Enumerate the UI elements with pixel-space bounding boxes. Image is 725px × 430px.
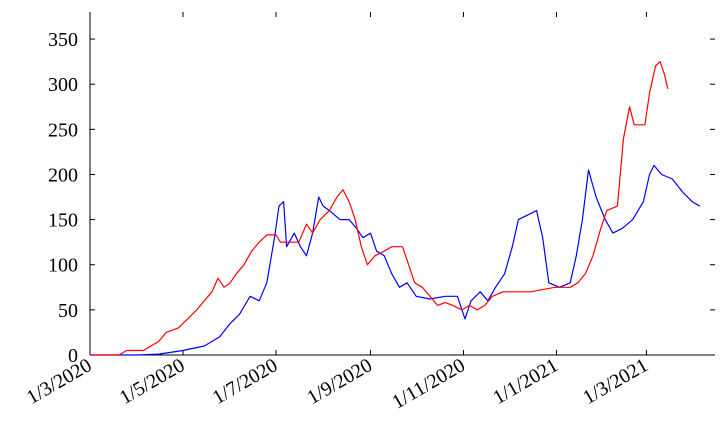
axes (89, 12, 715, 356)
x-tick-label: 1/1/2021 (489, 354, 562, 409)
y-tick-label: 250 (48, 119, 78, 141)
y-tick-label: 0 (68, 345, 78, 367)
x-tick-label: 1/5/2020 (116, 354, 189, 409)
y-tick-label: 100 (48, 255, 78, 277)
x-tick-label: 1/11/2020 (388, 354, 469, 413)
y-tick-label: 300 (48, 74, 78, 96)
y-tick-labels: 0 50 100 150 200 250 300 350 (48, 29, 78, 367)
y-tick-label: 150 (48, 210, 78, 232)
y-tick-label: 50 (58, 300, 78, 322)
x-tick-label: 1/3/2020 (23, 354, 96, 409)
series-line-red (90, 61, 669, 356)
y-tick-label: 350 (48, 29, 78, 51)
y-tick-label: 200 (48, 164, 78, 186)
x-tick-label: 1/7/2020 (209, 354, 282, 409)
series-layer (90, 61, 701, 356)
x-tick-label: 1/3/2021 (579, 354, 652, 409)
x-tick-labels: 1/3/2020 1/5/2020 1/7/2020 1/9/2020 1/11/202… (23, 354, 652, 413)
series-line-blue (90, 164, 701, 356)
x-tick-label: 1/9/2020 (303, 354, 376, 409)
